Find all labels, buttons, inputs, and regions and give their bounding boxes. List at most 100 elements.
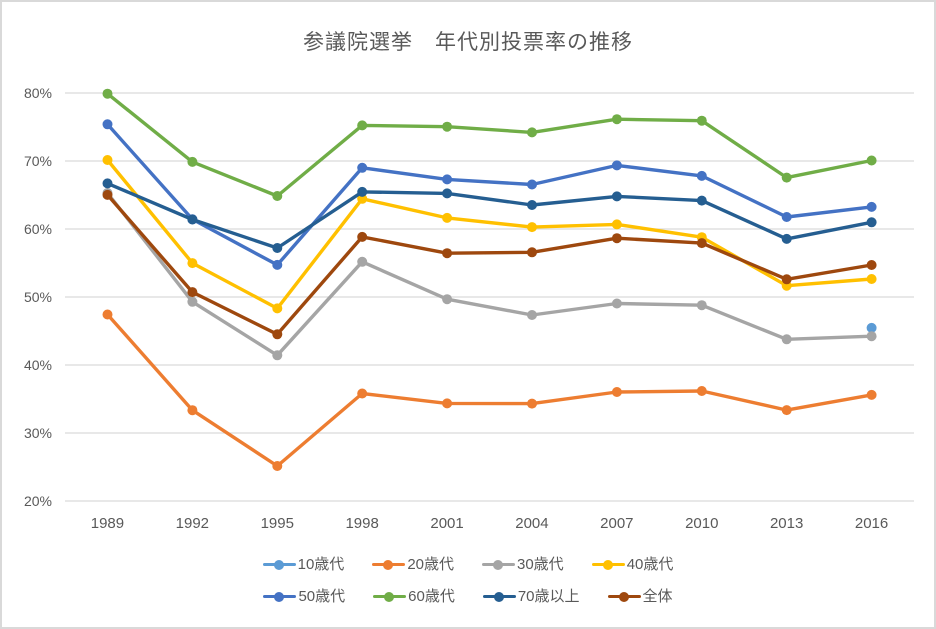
legend-label: 50歳代 — [298, 588, 346, 605]
x-axis-tick-label: 2007 — [600, 515, 634, 532]
series-marker-20s — [611, 387, 622, 397]
series-marker-30s — [866, 331, 877, 342]
series-marker-30s — [611, 298, 622, 309]
series-marker-70plus — [781, 233, 792, 244]
series-line-60s — [105, 91, 874, 198]
legend-item-60s: 60歳代 — [373, 587, 455, 607]
series-marker-20s — [781, 405, 792, 416]
series-marker-70plus — [102, 178, 113, 189]
series-marker-60s — [442, 121, 453, 132]
series-marker-60s — [866, 155, 877, 166]
legend-item-50s: 50歳代 — [263, 587, 345, 607]
legend-marker-icon — [591, 559, 625, 571]
series-marker-60s — [781, 172, 792, 183]
series-marker-all — [442, 248, 453, 259]
series-marker-70plus — [866, 217, 877, 228]
series-marker-60s — [611, 114, 622, 125]
series-marker-30s — [272, 350, 283, 361]
series-marker-70plus — [527, 200, 537, 210]
series-marker-30s — [781, 334, 792, 345]
y-axis-tick-label: 70% — [23, 153, 52, 169]
series-marker-60s — [357, 120, 368, 131]
legend-item-all: 全体 — [607, 587, 673, 607]
x-axis-tick-label: 2010 — [685, 515, 719, 532]
series-marker-70plus — [696, 195, 707, 206]
legend-label: 20歳代 — [407, 556, 454, 573]
legend: 10歳代 20歳代 30歳代 40歳代 50歳代 60歳代 70歳以上 全体 — [2, 554, 934, 618]
series-marker-all — [187, 287, 198, 298]
legend-marker-icon — [373, 591, 407, 603]
series-marker-70plus — [357, 186, 368, 197]
series-marker-70plus — [272, 243, 283, 253]
legend-item-10s: 10歳代 — [262, 555, 345, 575]
series-marker-40s — [357, 193, 368, 204]
series-marker-10s — [866, 322, 877, 333]
series-marker-20s — [442, 398, 453, 409]
series-marker-70plus — [187, 214, 198, 225]
series-marker-60s — [187, 156, 198, 167]
series-marker-30s — [187, 296, 198, 307]
legend-marker-icon — [607, 591, 641, 603]
legend-item-20s: 20歳代 — [372, 555, 454, 575]
series-marker-40s — [272, 303, 283, 314]
legend-row: 10歳代 20歳代 30歳代 40歳代 — [2, 554, 934, 576]
series-marker-20s — [357, 388, 368, 399]
series-marker-50s — [272, 259, 283, 270]
series-marker-all — [866, 260, 877, 270]
series-marker-40s — [102, 155, 113, 165]
series-line-20s — [105, 312, 874, 468]
legend-marker-icon — [262, 559, 296, 571]
series-marker-20s — [102, 309, 113, 320]
x-axis-tick-label: 1995 — [260, 515, 294, 532]
legend-row: 50歳代 60歳代 70歳以上 全体 — [2, 586, 934, 608]
legend-label: 30歳代 — [517, 556, 564, 573]
series-marker-40s — [527, 222, 537, 233]
y-axis-tick-label: 40% — [23, 357, 52, 373]
x-axis-tick-label: 2013 — [769, 515, 804, 532]
series-marker-all — [527, 247, 537, 258]
series-marker-50s — [611, 160, 622, 171]
x-axis: 1989 1992 1995 1998 2001 2004 2007 2010 2013 2016 — [2, 515, 934, 535]
series-marker-60s — [102, 88, 113, 99]
series-line-all — [105, 193, 874, 336]
series-marker-20s — [696, 386, 707, 396]
legend-label: 70歳以上 — [517, 588, 580, 605]
series-marker-20s — [187, 405, 198, 416]
y-axis-tick-label: 50% — [23, 289, 52, 305]
legend-item-30s: 30歳代 — [482, 555, 564, 575]
series-marker-30s — [696, 300, 707, 311]
chart-title: 参議院選挙 年代別投票率の推移 — [303, 31, 633, 54]
series-marker-20s — [866, 389, 877, 400]
x-axis-tick-label: 2016 — [854, 515, 889, 532]
series-marker-50s — [442, 174, 453, 185]
series-line-50s — [105, 122, 874, 267]
series-marker-all — [611, 233, 622, 244]
legend-label: 60歳代 — [408, 588, 455, 605]
series-marker-60s — [696, 115, 707, 126]
series-marker-50s — [696, 170, 707, 181]
series-marker-40s — [442, 212, 453, 223]
series-marker-30s — [527, 310, 537, 320]
x-axis-tick-label: 1998 — [345, 515, 379, 532]
legend-label: 40歳代 — [626, 556, 674, 573]
series-marker-40s — [611, 219, 622, 230]
x-axis-tick-label: 1992 — [175, 515, 210, 532]
series-marker-50s — [357, 162, 368, 173]
series-marker-70plus — [611, 191, 622, 202]
x-axis-tick-label: 1989 — [90, 515, 125, 532]
legend-label: 10歳代 — [297, 556, 345, 573]
legend-marker-icon — [482, 559, 515, 571]
series-marker-all — [696, 238, 707, 249]
series-marker-all — [781, 274, 792, 285]
legend-marker-icon — [372, 559, 406, 571]
series-line-70plus — [105, 181, 874, 250]
legend-item-70plus: 70歳以上 — [482, 587, 580, 607]
legend-label: 全体 — [642, 588, 673, 605]
series-marker-40s — [866, 274, 877, 284]
y-axis-tick-label: 30% — [23, 425, 52, 441]
series-marker-60s — [272, 191, 283, 201]
series-marker-50s — [781, 212, 792, 222]
legend-marker-icon — [263, 591, 297, 603]
